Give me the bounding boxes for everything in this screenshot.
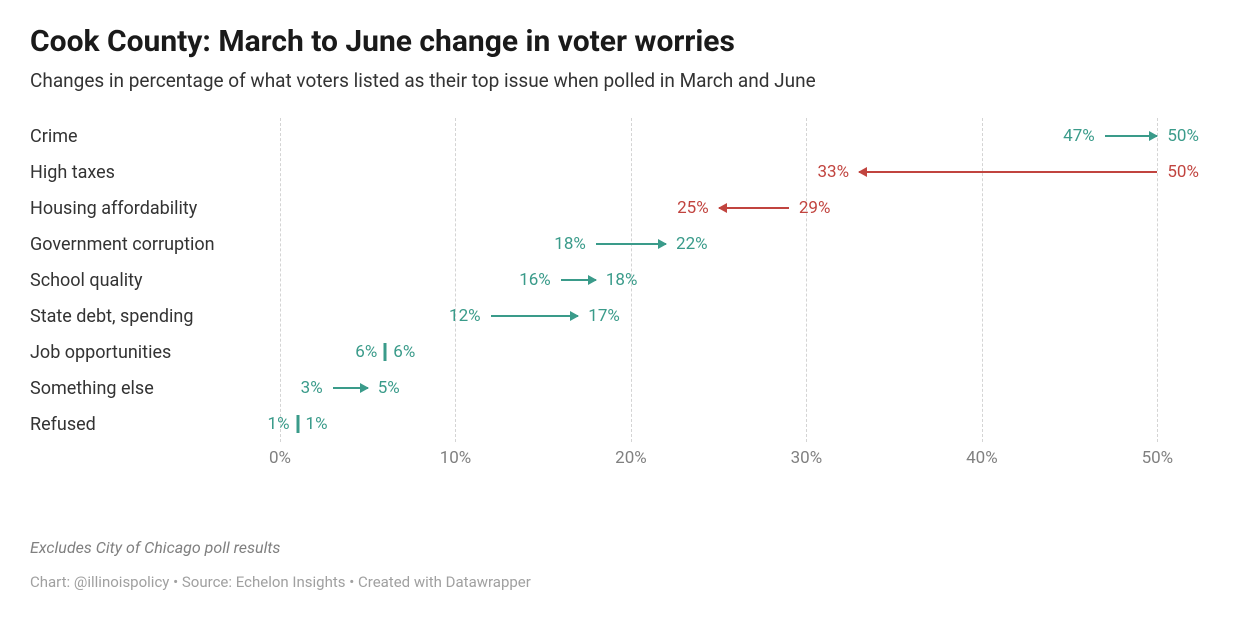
arrow-head-icon xyxy=(858,167,867,177)
chart-note: Excludes City of Chicago poll results xyxy=(30,538,1210,557)
arrow-row: 47% 50% xyxy=(280,118,1210,154)
chart-title: Cook County: March to June change in vot… xyxy=(30,24,1210,59)
row-label: Crime xyxy=(30,118,280,154)
arrow-head-icon xyxy=(570,311,579,321)
change-arrow xyxy=(859,171,1157,173)
arrow-row: 16% 18% xyxy=(280,262,1210,298)
value-from: 6% xyxy=(355,342,377,362)
value-to: 22% xyxy=(676,234,708,254)
value-from: 29% xyxy=(799,198,831,218)
value-from: 3% xyxy=(301,378,323,398)
x-axis-label: 20% xyxy=(615,448,647,468)
row-label: State debt, spending xyxy=(30,298,280,334)
value-from: 1% xyxy=(268,414,290,434)
value-from: 50% xyxy=(1167,162,1199,182)
value-from: 12% xyxy=(449,306,481,326)
row-label: High taxes xyxy=(30,154,280,190)
change-arrow xyxy=(1105,135,1158,137)
arrow-row: 18% 22% xyxy=(280,226,1210,262)
change-arrow xyxy=(491,315,579,317)
no-change-tick xyxy=(296,415,299,433)
x-axis: 0%10%20%30%40%50% xyxy=(280,442,1210,472)
plot-area: 47%50%33%50%25%29%18%22%16%18%12%17%6%6%… xyxy=(280,118,1210,478)
x-axis-label: 30% xyxy=(791,448,823,468)
arrow-head-icon xyxy=(658,239,667,249)
row-label: Something else xyxy=(30,370,280,406)
value-from: 16% xyxy=(519,270,551,290)
x-axis-label: 10% xyxy=(440,448,472,468)
row-labels: CrimeHigh taxesHousing affordabilityGove… xyxy=(30,118,280,442)
change-arrow xyxy=(333,387,368,389)
value-to: 6% xyxy=(393,342,415,362)
value-to: 50% xyxy=(1167,126,1199,146)
chart-subtitle: Changes in percentage of what voters lis… xyxy=(30,69,1210,92)
value-from: 18% xyxy=(554,234,586,254)
arrow-rows: 47%50%33%50%25%29%18%22%16%18%12%17%6%6%… xyxy=(280,118,1210,442)
x-axis-label: 50% xyxy=(1142,448,1174,468)
arrow-head-icon xyxy=(360,383,369,393)
value-to: 33% xyxy=(818,162,850,182)
no-change-tick xyxy=(384,343,387,361)
arrow-head-icon xyxy=(1149,131,1158,141)
chart-area: CrimeHigh taxesHousing affordabilityGove… xyxy=(30,118,1210,478)
x-axis-label: 40% xyxy=(966,448,998,468)
arrow-row: 3% 5% xyxy=(280,370,1210,406)
row-label: Job opportunities xyxy=(30,334,280,370)
arrow-row: 6% 6% xyxy=(280,334,1210,370)
change-arrow xyxy=(561,279,596,281)
arrow-row: 1%1% xyxy=(280,406,1210,442)
change-arrow xyxy=(596,243,666,245)
arrow-head-icon xyxy=(718,203,727,213)
arrow-head-icon xyxy=(588,275,597,285)
x-axis-label: 0% xyxy=(269,448,291,468)
arrow-row: 33% 50% xyxy=(280,154,1210,190)
value-to: 17% xyxy=(588,306,620,326)
value-to: 1% xyxy=(306,414,328,434)
change-arrow xyxy=(719,207,789,209)
arrow-row: 25% 29% xyxy=(280,190,1210,226)
value-to: 18% xyxy=(606,270,638,290)
row-label: Housing affordability xyxy=(30,190,280,226)
row-label: Refused xyxy=(30,406,280,442)
value-to: 5% xyxy=(378,378,400,398)
value-from: 47% xyxy=(1063,126,1095,146)
value-to: 25% xyxy=(677,198,709,218)
chart-credits: Chart: @illinoispolicy • Source: Echelon… xyxy=(30,573,1210,591)
row-label: Government corruption xyxy=(30,226,280,262)
arrow-row: 12% 17% xyxy=(280,298,1210,334)
row-label: School quality xyxy=(30,262,280,298)
